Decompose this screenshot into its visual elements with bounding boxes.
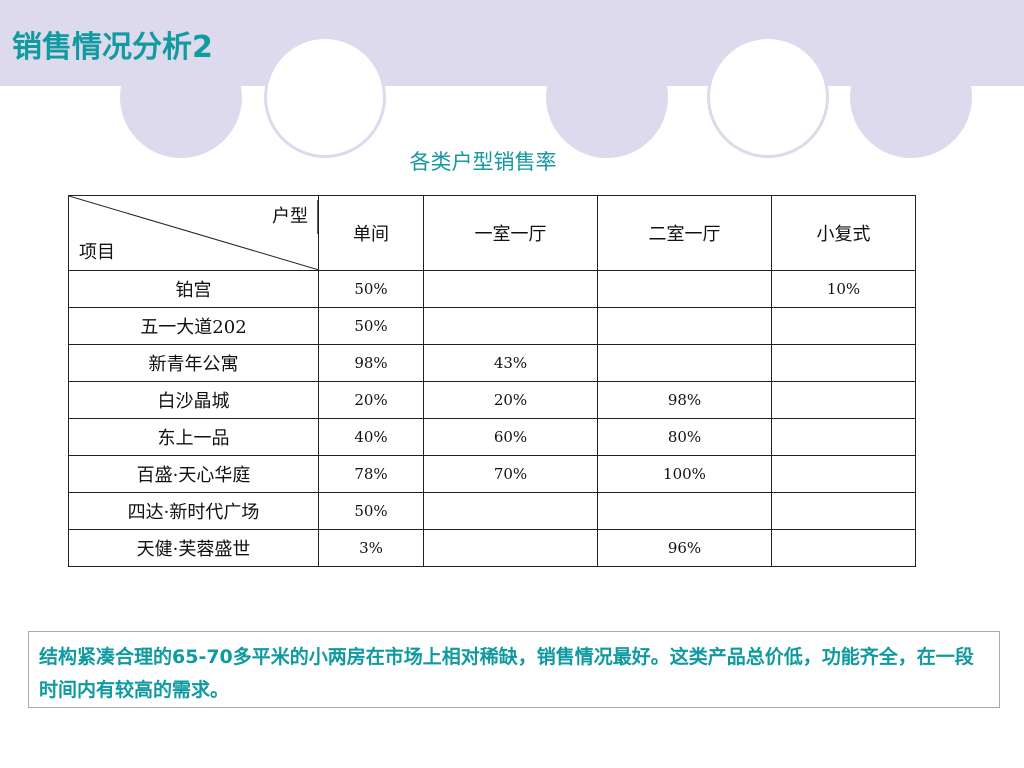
column-header: 二室一厅 bbox=[597, 195, 772, 271]
column-header: 一室一厅 bbox=[423, 195, 598, 271]
sales-rate-cell: 60% bbox=[423, 418, 598, 456]
row-project-name: 百盛·天心华庭 bbox=[68, 455, 319, 493]
summary-note: 结构紧凑合理的65-70多平米的小两房在市场上相对稀缺，销售情况最好。这类产品总… bbox=[28, 631, 1000, 708]
table-row: 四达·新时代广场 50% bbox=[68, 492, 916, 530]
sales-rate-cell bbox=[771, 307, 916, 345]
corner-label-unit-type: 户型 bbox=[272, 206, 308, 227]
decorative-circle bbox=[546, 36, 668, 158]
sales-rate-cell bbox=[423, 307, 598, 345]
diagonal-divider bbox=[69, 196, 319, 270]
sales-rate-cell bbox=[597, 307, 772, 345]
sales-rate-cell: 50% bbox=[318, 307, 424, 345]
sales-rate-cell bbox=[597, 492, 772, 530]
table-header-row: 户型 项目 单间 一室一厅 二室一厅 小复式 bbox=[68, 195, 916, 271]
row-project-name: 铂宫 bbox=[68, 270, 319, 308]
table-row: 白沙晶城 20% 20% 98% bbox=[68, 381, 916, 419]
row-project-name: 白沙晶城 bbox=[68, 381, 319, 419]
decorative-circle bbox=[120, 36, 242, 158]
sales-rate-cell: 20% bbox=[318, 381, 424, 419]
sales-rate-cell bbox=[597, 344, 772, 382]
sales-rate-cell bbox=[771, 381, 916, 419]
sales-rate-cell: 43% bbox=[423, 344, 598, 382]
sales-rate-cell: 100% bbox=[597, 455, 772, 493]
sales-rate-cell bbox=[771, 455, 916, 493]
table-row: 百盛·天心华庭 78% 70% 100% bbox=[68, 455, 916, 493]
slide-title: 销售情况分析2 bbox=[12, 30, 213, 65]
sales-rate-cell: 40% bbox=[318, 418, 424, 456]
row-project-name: 天健·芙蓉盛世 bbox=[68, 529, 319, 567]
table-row: 东上一品 40% 60% 80% bbox=[68, 418, 916, 456]
sales-rate-cell bbox=[423, 270, 598, 308]
sales-rate-cell bbox=[423, 492, 598, 530]
table-caption: 各类户型销售率 bbox=[409, 150, 557, 174]
row-project-name: 五一大道202 bbox=[68, 307, 319, 345]
row-project-name: 东上一品 bbox=[68, 418, 319, 456]
sales-rate-cell: 10% bbox=[771, 270, 916, 308]
sales-rate-cell bbox=[423, 529, 598, 567]
sales-rate-cell bbox=[771, 529, 916, 567]
sales-rate-cell bbox=[771, 492, 916, 530]
row-project-name: 四达·新时代广场 bbox=[68, 492, 319, 530]
decorative-ring bbox=[264, 36, 386, 158]
corner-header-cell: 户型 项目 bbox=[68, 195, 319, 271]
table-row: 新青年公寓 98% 43% bbox=[68, 344, 916, 382]
sales-rate-cell: 20% bbox=[423, 381, 598, 419]
table-row: 铂宫 50% 10% bbox=[68, 270, 916, 308]
column-header: 单间 bbox=[318, 195, 424, 271]
sales-rate-cell: 70% bbox=[423, 455, 598, 493]
sales-rate-cell bbox=[771, 418, 916, 456]
sales-rate-cell bbox=[597, 270, 772, 308]
sales-rate-cell: 98% bbox=[318, 344, 424, 382]
sales-rate-cell: 80% bbox=[597, 418, 772, 456]
sales-rate-cell: 78% bbox=[318, 455, 424, 493]
sales-rate-cell: 98% bbox=[597, 381, 772, 419]
table-row: 天健·芙蓉盛世 3% 96% bbox=[68, 529, 916, 567]
sales-rate-cell: 50% bbox=[318, 270, 424, 308]
decorative-circle bbox=[850, 36, 972, 158]
sales-rate-cell: 3% bbox=[318, 529, 424, 567]
sales-rate-table: 户型 项目 单间 一室一厅 二室一厅 小复式 铂宫 50% 10% 五一大道202 50… bbox=[68, 195, 916, 567]
table-row: 五一大道202 50% bbox=[68, 307, 916, 345]
sales-rate-cell bbox=[771, 344, 916, 382]
sales-rate-cell: 96% bbox=[597, 529, 772, 567]
row-project-name: 新青年公寓 bbox=[68, 344, 319, 382]
corner-label-project: 项目 bbox=[79, 242, 115, 263]
column-header: 小复式 bbox=[771, 195, 916, 271]
decorative-ring bbox=[707, 36, 829, 158]
sales-rate-cell: 50% bbox=[318, 492, 424, 530]
